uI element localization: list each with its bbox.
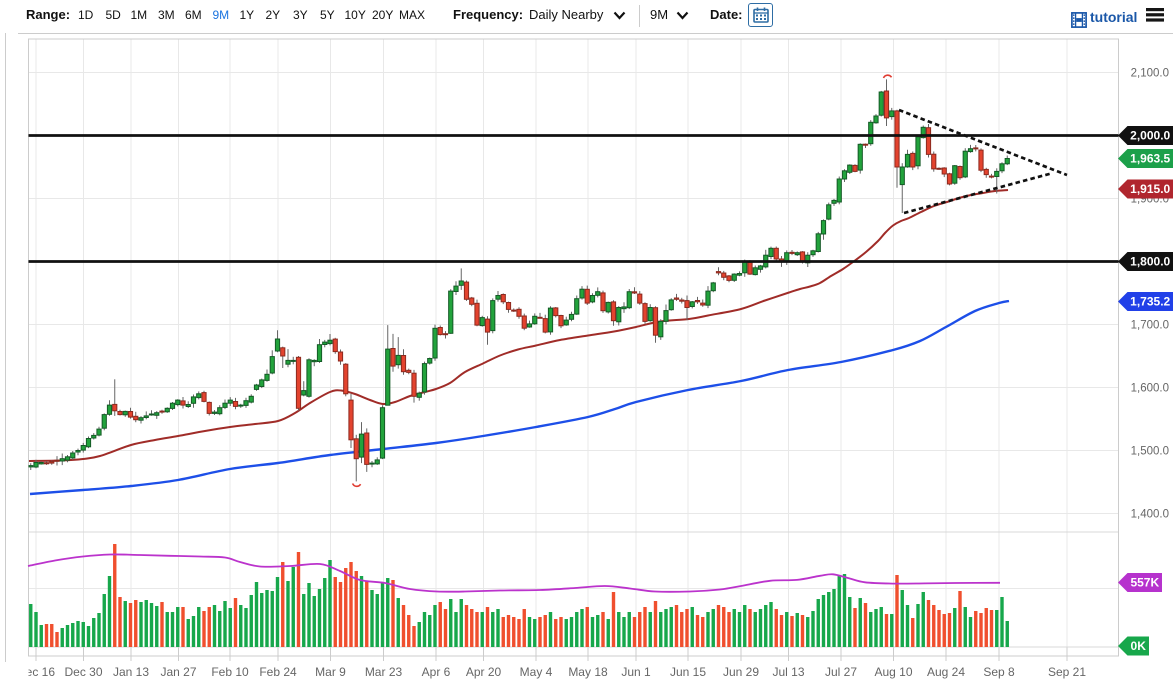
- svg-text:Aug 24: Aug 24: [927, 665, 965, 679]
- svg-text:Mar 23: Mar 23: [365, 665, 403, 679]
- svg-text:557K: 557K: [1130, 576, 1159, 590]
- svg-text:Jan 27: Jan 27: [160, 665, 196, 679]
- svg-text:Jun 29: Jun 29: [723, 665, 759, 679]
- svg-text:Apr 20: Apr 20: [466, 665, 502, 679]
- svg-text:Sep 21: Sep 21: [1048, 665, 1086, 679]
- svg-text:Apr 6: Apr 6: [422, 665, 451, 679]
- svg-text:1,963.5: 1,963.5: [1130, 152, 1170, 166]
- svg-text:Dec 30: Dec 30: [64, 665, 102, 679]
- svg-text:Aug 10: Aug 10: [874, 665, 912, 679]
- svg-text:0K: 0K: [1131, 639, 1147, 653]
- svg-text:Sep 8: Sep 8: [983, 665, 1015, 679]
- svg-text:May 4: May 4: [520, 665, 553, 679]
- svg-text:Jul 13: Jul 13: [772, 665, 804, 679]
- svg-text:1,800.0: 1,800.0: [1130, 255, 1170, 269]
- svg-text:1,915.0: 1,915.0: [1130, 182, 1170, 196]
- svg-text:1,735.2: 1,735.2: [1130, 295, 1170, 309]
- svg-text:Feb 10: Feb 10: [211, 665, 249, 679]
- svg-text:1,400.0: 1,400.0: [1131, 509, 1169, 521]
- svg-text:Jun 1: Jun 1: [621, 665, 651, 679]
- svg-text:Jul 27: Jul 27: [825, 665, 857, 679]
- svg-text:Mar 9: Mar 9: [315, 665, 346, 679]
- svg-text:1,600.0: 1,600.0: [1131, 383, 1169, 395]
- svg-text:Jun 15: Jun 15: [670, 665, 706, 679]
- svg-text:2,100.0: 2,100.0: [1131, 68, 1169, 80]
- svg-text:May 18: May 18: [568, 665, 608, 679]
- svg-text:Jan 13: Jan 13: [113, 665, 149, 679]
- svg-text:1,500.0: 1,500.0: [1131, 446, 1169, 458]
- svg-text:Feb 24: Feb 24: [259, 665, 297, 679]
- svg-text:Dec 16: Dec 16: [17, 665, 55, 679]
- svg-text:1,700.0: 1,700.0: [1131, 320, 1169, 332]
- svg-text:2,000.0: 2,000.0: [1130, 129, 1170, 143]
